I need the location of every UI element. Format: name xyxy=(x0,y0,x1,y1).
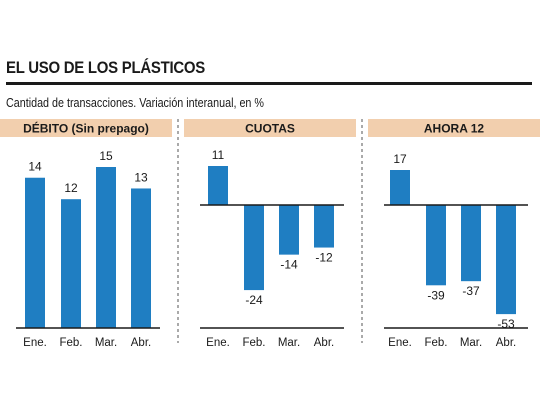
category-label-1-1: Ene. xyxy=(23,337,47,349)
category-label-3-3: Mar. xyxy=(460,337,482,349)
data-label-2-1: 11 xyxy=(212,148,225,162)
data-label-3-1: 17 xyxy=(393,152,407,166)
panel-header-1 xyxy=(0,119,172,137)
data-label-3-4: -53 xyxy=(497,317,515,331)
panel-header-3 xyxy=(368,119,540,137)
data-label-1-3: 15 xyxy=(99,149,113,163)
bar-3-1 xyxy=(390,170,410,205)
bar-1-1 xyxy=(25,177,45,328)
category-label-2-2: Feb. xyxy=(242,337,265,349)
category-label-1-3: Mar. xyxy=(95,337,117,349)
panel-title-2: CUOTAS xyxy=(245,122,295,136)
category-label-1-2: Feb. xyxy=(59,337,82,349)
category-label-3-2: Feb. xyxy=(424,337,447,349)
data-label-2-4: -12 xyxy=(315,251,333,265)
bar-2-3 xyxy=(279,205,299,255)
bar-2-4 xyxy=(314,205,334,248)
data-label-3-2: -39 xyxy=(427,288,445,302)
bar-2-2 xyxy=(244,205,264,291)
data-label-2-2: -24 xyxy=(245,293,263,307)
category-label-2-1: Ene. xyxy=(206,337,230,349)
data-label-2-3: -14 xyxy=(280,258,298,272)
panel-title-1: DÉBITO (Sin prepago) xyxy=(23,121,149,136)
category-label-3-4: Abr. xyxy=(496,337,516,349)
category-label-1-4: Abr. xyxy=(131,337,151,349)
category-label-2-3: Mar. xyxy=(278,337,300,349)
panel-header-2 xyxy=(184,119,356,137)
data-label-1-4: 13 xyxy=(134,170,148,184)
bar-2-1 xyxy=(208,166,228,205)
infographic-title: EL USO DE LOS PLÁSTICOS xyxy=(6,58,205,77)
bar-1-4 xyxy=(131,188,151,328)
panel-title-3: AHORA 12 xyxy=(424,122,485,136)
data-label-1-1: 14 xyxy=(28,160,42,174)
title-rule xyxy=(6,82,532,85)
bar-3-2 xyxy=(426,205,446,286)
bar-1-3 xyxy=(96,167,116,328)
bar-1-2 xyxy=(61,199,81,328)
bar-3-3 xyxy=(461,205,481,282)
category-label-2-4: Abr. xyxy=(314,337,334,349)
infographic-subtitle: Cantidad de transacciones. Variación int… xyxy=(6,96,264,110)
data-label-3-3: -37 xyxy=(462,284,480,298)
data-label-1-2: 12 xyxy=(64,181,78,195)
bar-3-4 xyxy=(496,205,516,315)
category-label-3-1: Ene. xyxy=(388,337,412,349)
